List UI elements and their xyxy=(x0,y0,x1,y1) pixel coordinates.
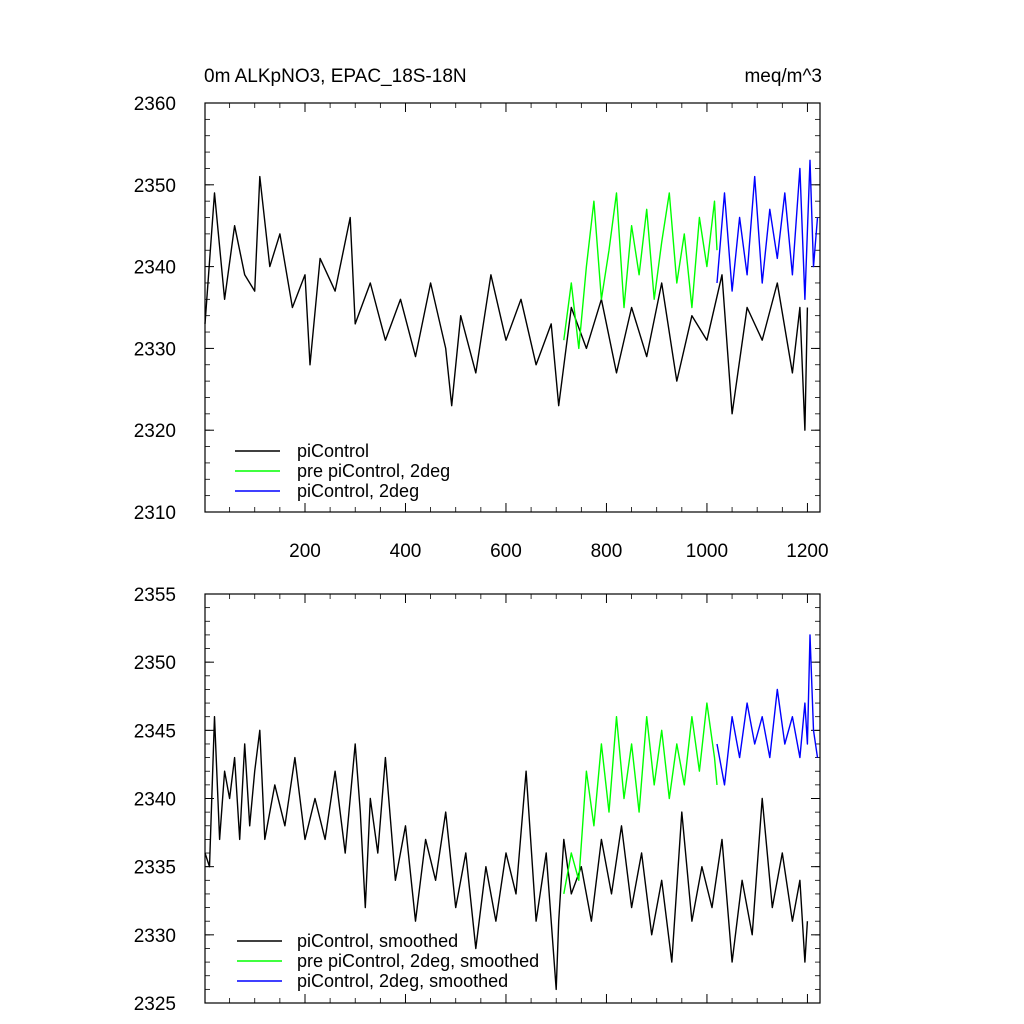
series-line-1 xyxy=(204,175,809,431)
series-line-2 xyxy=(563,192,718,350)
y-tick-label: 2335 xyxy=(134,858,176,879)
y-tick-label: 2340 xyxy=(134,258,176,279)
x-tick-label: 200 xyxy=(289,541,321,562)
x-tick-label: 400 xyxy=(390,541,422,562)
y-tick-label: 2310 xyxy=(134,503,176,524)
x-tick-label: 1000 xyxy=(686,541,728,562)
y-tick-label: 2340 xyxy=(134,790,176,811)
y-tick-label: 2350 xyxy=(134,653,176,674)
legend-label: pre piControl, 2deg xyxy=(297,461,450,481)
legend-label: piControl, smoothed xyxy=(297,931,458,951)
bottom-chart: 2325 2330 2335 2340 2345 2350 2355 piControl, … xyxy=(134,585,821,1015)
y-tick-label: 2360 xyxy=(134,94,176,115)
y-tick-label: 2320 xyxy=(134,421,176,442)
legend-label: piControl, 2deg, smoothed xyxy=(297,971,508,991)
series-line-3 xyxy=(716,634,819,786)
y-tick-label: 2345 xyxy=(134,721,176,742)
bottom-series xyxy=(204,634,819,991)
bottom-axes: 2325 2330 2335 2340 2345 2350 2355 xyxy=(134,585,820,1015)
top-series xyxy=(204,159,819,431)
chart-units: meq/m^3 xyxy=(744,66,822,87)
x-tick-label: 600 xyxy=(490,541,522,562)
top-chart: 200 400 600 800 1000 1200 2310 2320 2330 2340 2350… xyxy=(134,94,829,562)
legend-label: pre piControl, 2deg, smoothed xyxy=(297,951,539,971)
legend-label: piControl xyxy=(297,441,369,461)
series-line-3 xyxy=(716,159,819,300)
x-tick-label: 800 xyxy=(591,541,623,562)
legend-label: piControl, 2deg xyxy=(297,481,419,501)
y-tick-label: 2355 xyxy=(134,585,176,606)
y-tick-label: 2325 xyxy=(134,994,176,1015)
series-line-1 xyxy=(204,716,809,991)
top-axes: 200 400 600 800 1000 1200 2310 2320 2330 2340 2350… xyxy=(134,94,829,562)
chart-title: 0m ALKpNO3, EPAC_18S-18N xyxy=(204,66,467,87)
series-line-2 xyxy=(563,702,718,895)
top-plot-frame xyxy=(204,102,821,513)
y-tick-label: 2330 xyxy=(134,339,176,360)
x-tick-label: 1200 xyxy=(786,541,828,562)
y-tick-label: 2350 xyxy=(134,176,176,197)
y-tick-label: 2330 xyxy=(134,926,176,947)
